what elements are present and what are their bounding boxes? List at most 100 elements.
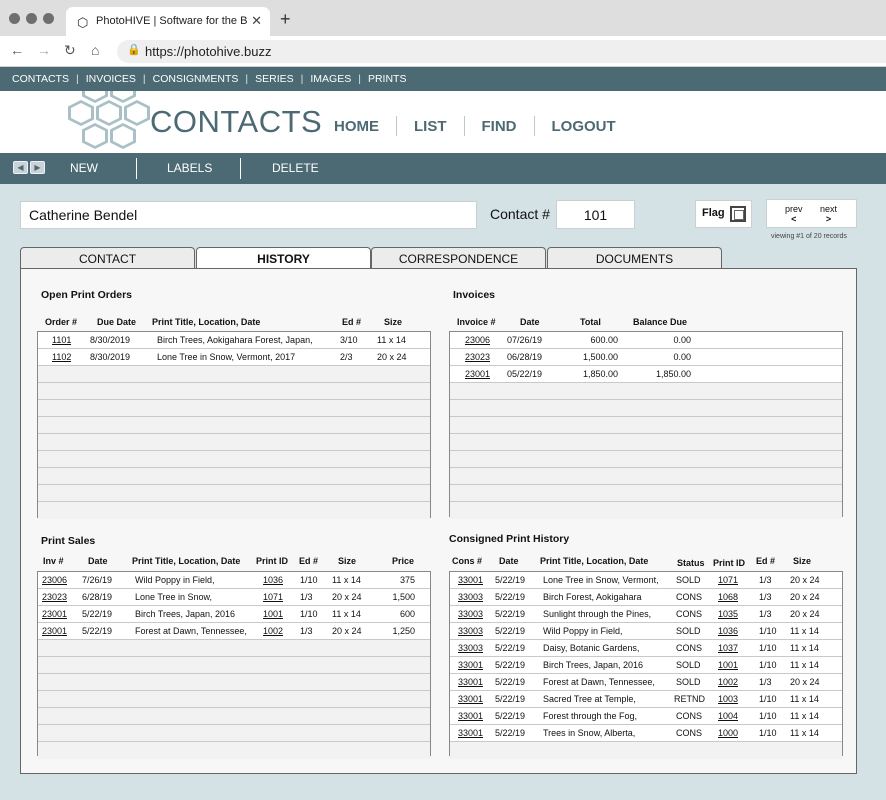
new-button[interactable]: NEW (70, 161, 98, 175)
print-id-link[interactable]: 1068 (718, 592, 739, 602)
next-record-button[interactable]: next > (820, 204, 837, 224)
table-row[interactable]: 33001 5/22/19 Forest at Dawn, Tennessee,… (450, 674, 842, 691)
url-field[interactable]: 🔒 https://photohive.buzz (117, 40, 886, 63)
table-row[interactable]: 33003 5/22/19 Sunlight through the Pines… (450, 606, 842, 623)
next-arrow-button[interactable]: ▶ (30, 161, 45, 174)
maximize-window-button[interactable] (43, 13, 54, 24)
invoice-link[interactable]: 23001 (42, 626, 68, 636)
print-id-link[interactable]: 1002 (263, 626, 284, 636)
print-id-link[interactable]: 1035 (718, 609, 739, 619)
topnav-images[interactable]: IMAGES (310, 73, 352, 85)
price-cell: 600 (399, 609, 415, 619)
tab-documents[interactable]: DOCUMENTS (547, 247, 722, 269)
print-id-link[interactable]: 1036 (263, 575, 284, 585)
table-row[interactable]: 23023 06/28/19 1,500.00 0.00 (450, 349, 842, 366)
cons-date-cell: 5/22/19 (495, 677, 526, 687)
print-id-link[interactable]: 1004 (718, 711, 739, 721)
consignment-link[interactable]: 33001 (458, 660, 484, 670)
invoice-link[interactable]: 23001 (42, 609, 68, 619)
home-icon[interactable]: ⌂ (91, 42, 100, 58)
flag-control[interactable]: Flag (695, 200, 752, 228)
print-id-link[interactable]: 1003 (718, 694, 739, 704)
window-controls[interactable] (9, 13, 54, 24)
table-row[interactable]: 23001 05/22/19 1,850.00 1,850.00 (450, 366, 842, 383)
back-icon[interactable]: ← (10, 42, 24, 58)
reload-icon[interactable]: ↻ (64, 42, 76, 58)
contact-name-field[interactable]: Catherine Bendel (20, 201, 477, 229)
table-row[interactable]: 23001 5/22/19 Forest at Dawn, Tennessee,… (38, 623, 430, 640)
tab-correspondence[interactable]: CORRESPONDENCE (371, 247, 546, 269)
print-id-link[interactable]: 1037 (718, 643, 739, 653)
table-row[interactable]: 1101 8/30/2019 Birch Trees, Aokigahara F… (38, 332, 430, 349)
close-tab-icon[interactable]: ✕ (248, 13, 262, 29)
table-row[interactable]: 33001 5/22/19 Trees in Snow, Alberta, CO… (450, 725, 842, 742)
consignment-link[interactable]: 33003 (458, 643, 484, 653)
topnav-prints[interactable]: PRINTS (367, 73, 407, 85)
browser-tab[interactable]: ⬡ PhotoHIVE | Software for the B ✕ (66, 7, 270, 36)
invoice-link[interactable]: 23006 (465, 335, 491, 345)
consignment-link[interactable]: 33003 (458, 609, 484, 619)
table-row[interactable]: 1102 8/30/2019 Lone Tree in Snow, Vermon… (38, 349, 430, 366)
print-id-link[interactable]: 1071 (263, 592, 284, 602)
consignment-link[interactable]: 33001 (458, 694, 484, 704)
consignment-link[interactable]: 33001 (458, 677, 484, 687)
table-row[interactable]: 33001 5/22/19 Sacred Tree at Temple, RET… (450, 691, 842, 708)
topnav-consignments[interactable]: CONSIGNMENTS (152, 73, 239, 85)
nav-logout-link[interactable]: LOGOUT (551, 117, 616, 135)
table-row[interactable]: 33001 5/22/19 Forest through the Fog, CO… (450, 708, 842, 725)
table-row[interactable]: 23006 07/26/19 600.00 0.00 (450, 332, 842, 349)
forward-icon[interactable]: → (37, 42, 51, 58)
empty-row (450, 434, 842, 451)
consignment-link[interactable]: 33003 (458, 592, 484, 602)
consignment-link[interactable]: 33003 (458, 626, 484, 636)
prev-arrow-button[interactable]: ◀ (13, 161, 28, 174)
order-link[interactable]: 1102 (52, 352, 72, 362)
invoice-link[interactable]: 23023 (465, 352, 491, 362)
size-cell: 20 x 24 (790, 609, 820, 619)
table-row[interactable]: 33003 5/22/19 Birch Forest, Aokigahara C… (450, 589, 842, 606)
table-row[interactable]: 33003 5/22/19 Wild Poppy in Field, SOLD … (450, 623, 842, 640)
nav-home-link[interactable]: HOME (334, 117, 379, 135)
print-id-link[interactable]: 1000 (718, 728, 739, 738)
contact-number-field[interactable]: 101 (556, 200, 635, 229)
print-title-cell: Birch Trees, Aokigahara Forest, Japan, (157, 335, 313, 345)
prev-record-button[interactable]: prev < (785, 204, 803, 224)
table-row[interactable]: 23006 7/26/19 Wild Poppy in Field, 1036 … (38, 572, 430, 589)
table-row[interactable]: 23001 5/22/19 Birch Trees, Japan, 2016 1… (38, 606, 430, 623)
table-row[interactable]: 33003 5/22/19 Daisy, Botanic Gardens, CO… (450, 640, 842, 657)
topnav-contacts[interactable]: CONTACTS (12, 73, 69, 85)
consignment-link[interactable]: 33001 (458, 711, 484, 721)
tab-history[interactable]: HISTORY (196, 247, 371, 270)
print-id-link[interactable]: 1001 (263, 609, 284, 619)
flag-label: Flag (702, 207, 725, 219)
invoice-link[interactable]: 23006 (42, 575, 68, 585)
minimize-window-button[interactable] (26, 13, 37, 24)
delete-button[interactable]: DELETE (272, 161, 319, 175)
topnav-invoices[interactable]: INVOICES (85, 73, 136, 85)
table-row[interactable]: 33001 5/22/19 Lone Tree in Snow, Vermont… (450, 572, 842, 589)
labels-button[interactable]: LABELS (167, 161, 213, 175)
tab-contact[interactable]: CONTACT (20, 247, 195, 269)
new-tab-icon[interactable]: + (280, 9, 291, 29)
table-row[interactable]: 33001 5/22/19 Birch Trees, Japan, 2016 S… (450, 657, 842, 674)
col-header: Print Title, Location, Date (132, 556, 241, 566)
consignment-link[interactable]: 33001 (458, 728, 484, 738)
invoice-link[interactable]: 23023 (42, 592, 68, 602)
nav-separator: | (300, 73, 304, 85)
url-text: https://photohive.buzz (145, 44, 272, 59)
nav-list-link[interactable]: LIST (414, 117, 447, 135)
print-id-link[interactable]: 1036 (718, 626, 739, 636)
close-window-button[interactable] (9, 13, 20, 24)
print-id-link[interactable]: 1071 (718, 575, 739, 585)
nav-find-link[interactable]: FIND (481, 117, 517, 135)
print-id-link[interactable]: 1002 (718, 677, 739, 687)
size-cell: 20 x 24 (790, 575, 820, 585)
consignment-link[interactable]: 33001 (458, 575, 484, 585)
flag-checkbox[interactable] (730, 206, 746, 222)
invoice-link[interactable]: 23001 (465, 369, 491, 379)
order-link[interactable]: 1101 (52, 335, 72, 345)
col-header: Inv # (43, 556, 64, 566)
print-id-link[interactable]: 1001 (718, 660, 739, 670)
topnav-series[interactable]: SERIES (255, 73, 294, 85)
table-row[interactable]: 23023 6/28/19 Lone Tree in Snow, 1071 1/… (38, 589, 430, 606)
